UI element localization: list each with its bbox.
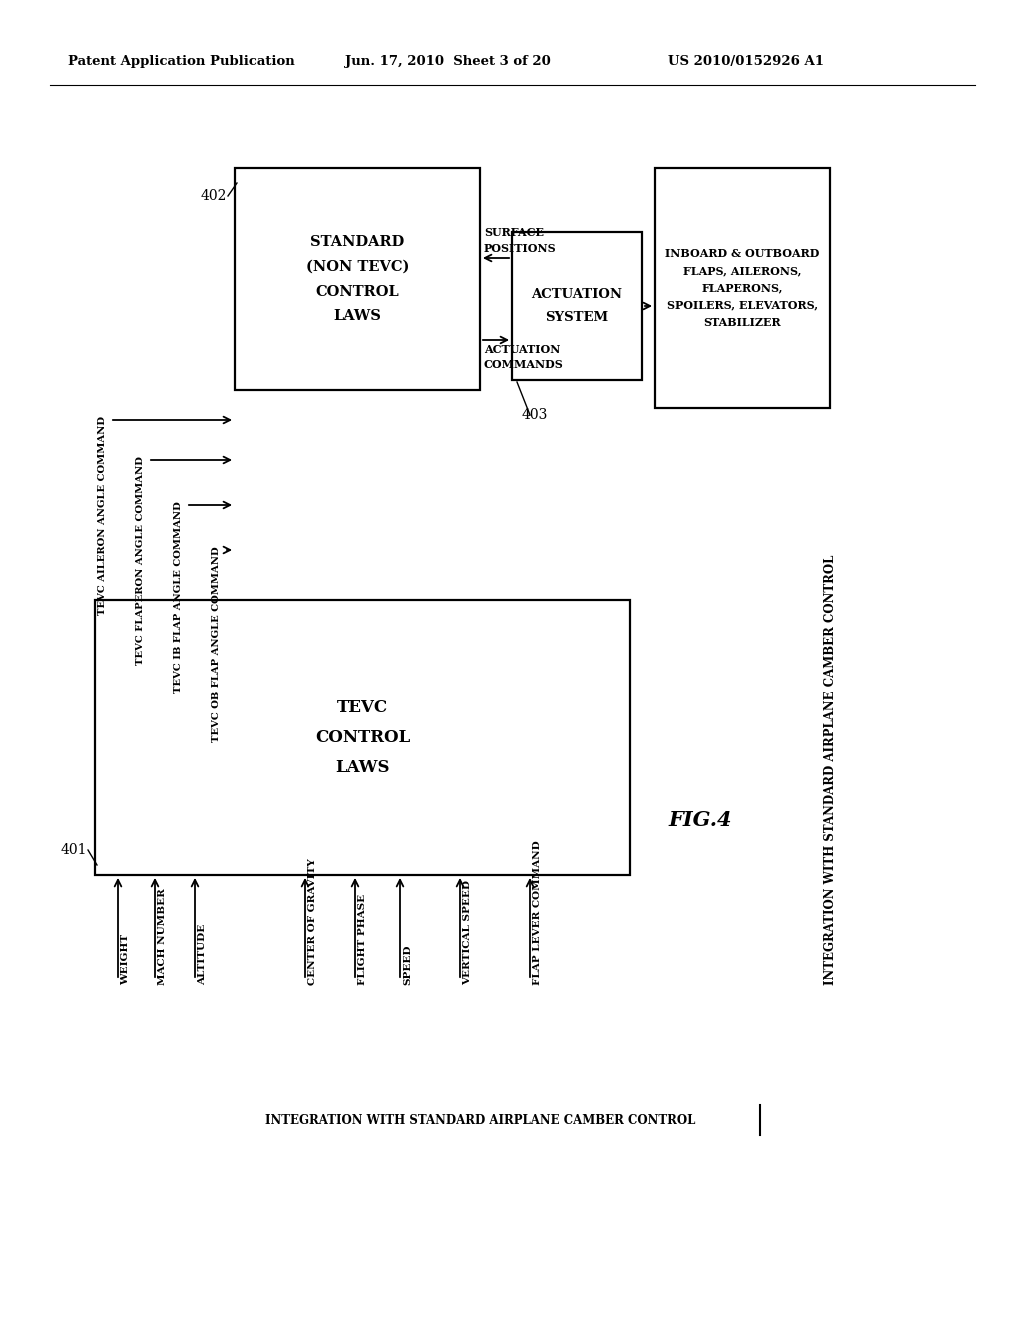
Bar (234, 168, 480, 389)
Text: TEVC OB FLAP ANGLE COMMAND: TEVC OB FLAP ANGLE COMMAND (212, 546, 221, 742)
Text: SURFACE
POSITIONS: SURFACE POSITIONS (484, 227, 557, 253)
Text: 401: 401 (60, 843, 87, 857)
Text: CENTER OF GRAVITY: CENTER OF GRAVITY (308, 858, 317, 985)
Text: INTEGRATION WITH STANDARD AIRPLANE CAMBER CONTROL: INTEGRATION WITH STANDARD AIRPLANE CAMBE… (265, 1114, 695, 1126)
Bar (95, 601, 630, 875)
Text: Patent Application Publication: Patent Application Publication (68, 55, 295, 69)
Text: INTEGRATION WITH STANDARD AIRPLANE CAMBER CONTROL: INTEGRATION WITH STANDARD AIRPLANE CAMBE… (823, 554, 837, 985)
Text: ALTITUDE: ALTITUDE (198, 924, 207, 985)
Text: SPEED: SPEED (403, 945, 412, 985)
Text: ACTUATION
SYSTEM: ACTUATION SYSTEM (531, 288, 623, 323)
Text: FLIGHT PHASE: FLIGHT PHASE (358, 894, 367, 985)
Text: TEVC IB FLAP ANGLE COMMAND: TEVC IB FLAP ANGLE COMMAND (174, 502, 183, 693)
Text: US 2010/0152926 A1: US 2010/0152926 A1 (668, 55, 824, 69)
Text: WEIGHT: WEIGHT (121, 933, 130, 985)
Text: TEVC AILERON ANGLE COMMAND: TEVC AILERON ANGLE COMMAND (98, 416, 106, 615)
Text: STANDARD
(NON TEVC)
CONTROL
LAWS: STANDARD (NON TEVC) CONTROL LAWS (306, 235, 410, 323)
Text: 403: 403 (522, 408, 549, 422)
Text: MACH NUMBER: MACH NUMBER (158, 888, 167, 985)
Text: ACTUATION
COMMANDS: ACTUATION COMMANDS (484, 345, 564, 371)
Text: Jun. 17, 2010  Sheet 3 of 20: Jun. 17, 2010 Sheet 3 of 20 (345, 55, 551, 69)
Text: TEVC
CONTROL
LAWS: TEVC CONTROL LAWS (314, 700, 411, 776)
Text: FLAP LEVER COMMAND: FLAP LEVER COMMAND (534, 841, 542, 985)
Text: VERTICAL SPEED: VERTICAL SPEED (463, 880, 472, 985)
Text: 402: 402 (201, 189, 227, 203)
Text: TEVC FLAPERON ANGLE COMMAND: TEVC FLAPERON ANGLE COMMAND (136, 455, 145, 665)
Text: INBOARD & OUTBOARD
FLAPS, AILERONS,
FLAPERONS,
SPOILERS, ELEVATORS,
STABILIZER: INBOARD & OUTBOARD FLAPS, AILERONS, FLAP… (666, 248, 819, 329)
Bar (512, 232, 642, 380)
Text: FIG.4: FIG.4 (669, 810, 732, 830)
Bar (655, 168, 830, 408)
